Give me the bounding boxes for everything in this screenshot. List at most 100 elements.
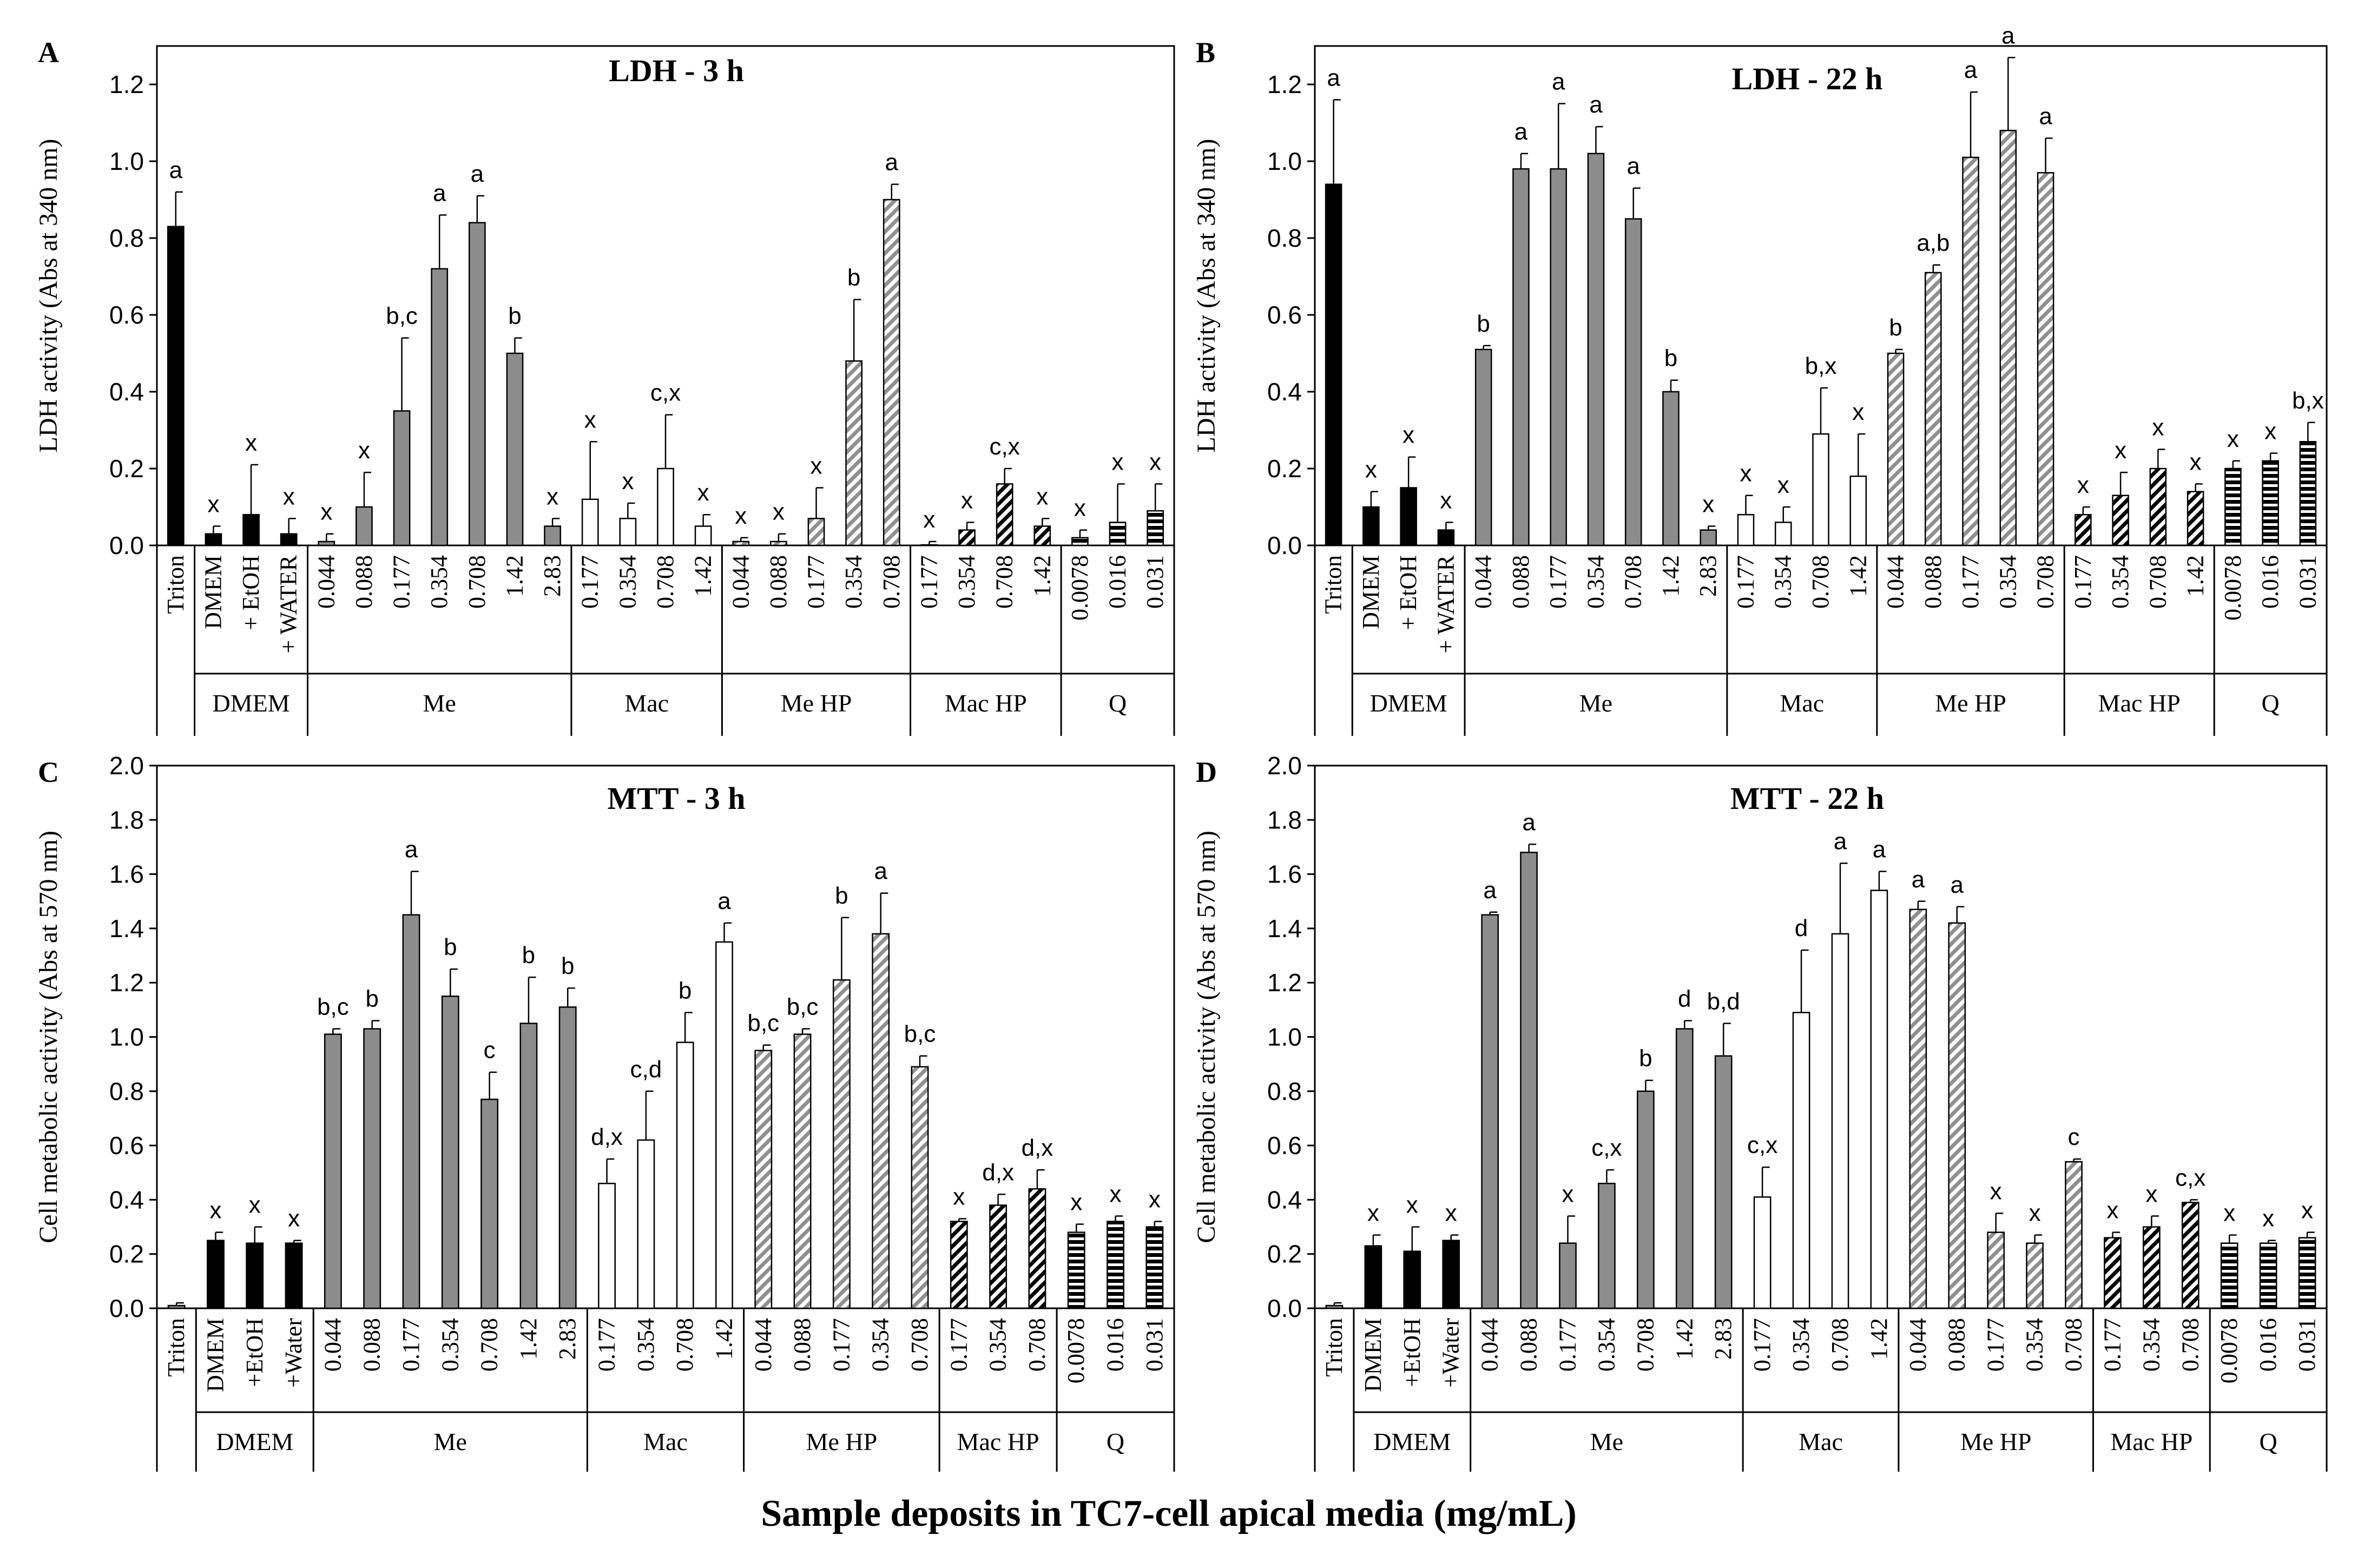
bar — [1636, 1090, 1655, 1309]
bar — [1587, 153, 1605, 546]
bar — [1559, 1242, 1577, 1309]
bar — [280, 533, 298, 546]
category-table: DMEM Me Mac Me HP Mac HP Q — [156, 545, 1175, 736]
category-label: 0.016 — [1104, 555, 1131, 609]
category-label: 1.42 — [515, 1318, 542, 1360]
bar — [1909, 908, 1927, 1309]
significance-label: x — [2145, 1181, 2157, 1207]
y-tick-label: 0.8 — [1267, 1077, 1302, 1105]
bar — [2075, 513, 2092, 546]
category-label: 0.044 — [727, 555, 754, 609]
bar — [1812, 433, 1829, 546]
bar — [694, 525, 712, 546]
bar — [1792, 1012, 1810, 1309]
category-label: 0.354 — [437, 1318, 463, 1372]
bar — [285, 1242, 303, 1309]
bar — [1145, 1226, 1164, 1309]
y-tick-label: 1.8 — [109, 806, 144, 834]
y-axis-title: LDH activity (Abs at 340 nm) — [1192, 139, 1221, 453]
significance-label: b,c — [386, 303, 418, 330]
group-label: Me — [434, 1428, 467, 1455]
y-tick-label: 0.2 — [1267, 454, 1302, 483]
category-label: 0.354 — [1770, 555, 1796, 609]
bar — [1400, 487, 1417, 546]
significance-label: x — [811, 453, 822, 479]
category-label: 0.708 — [1807, 555, 1834, 609]
plot-frame — [1314, 765, 2328, 1309]
category-label: 0.031 — [1141, 1318, 1168, 1372]
bar — [1624, 218, 1642, 546]
significance-label: x — [2106, 1197, 2118, 1224]
bar — [1325, 183, 1342, 546]
bar — [431, 268, 449, 546]
y-tick-label: 0.6 — [109, 301, 144, 329]
bar — [581, 498, 599, 546]
significance-label: a — [471, 161, 484, 187]
significance-label: c — [2068, 1124, 2080, 1150]
category-label: + WATER — [275, 555, 302, 653]
category-label: + EtOH — [1395, 555, 1421, 630]
category-label: 0.0078 — [1066, 555, 1093, 621]
bar — [167, 1305, 186, 1309]
group-label: Mac HP — [2098, 689, 2181, 717]
category-label: 1.42 — [1029, 555, 1055, 597]
significance-label: x — [2190, 449, 2202, 475]
category-label: 0.708 — [878, 555, 905, 609]
significance-label: a — [1483, 877, 1497, 904]
y-axis-title: Cell metabolic activity (Abs at 570 nm) — [1192, 831, 1221, 1243]
significance-label: x — [773, 499, 785, 525]
significance-label: a — [1522, 809, 1536, 835]
category-label: 2.83 — [1695, 555, 1721, 597]
category-table: DMEM Me Mac Me HP Mac HP Q — [1314, 1308, 2328, 1472]
significance-label: x — [2115, 437, 2126, 464]
group-label: Me HP — [806, 1428, 878, 1455]
significance-label: x — [1777, 472, 1789, 498]
bar — [832, 979, 851, 1309]
bar — [793, 1033, 812, 1309]
figure-x-axis-label: Sample deposits in TC7-cell apical media… — [761, 1493, 1577, 1534]
significance-label: c,x — [1747, 1132, 1777, 1158]
bar — [637, 1139, 655, 1309]
bar — [167, 226, 185, 546]
group-label: Me — [1579, 689, 1612, 717]
category-label: 0.708 — [2032, 555, 2059, 609]
bar — [732, 541, 750, 546]
group-label: Mac HP — [2110, 1428, 2192, 1455]
category-label: 0.088 — [789, 1318, 815, 1372]
category-label: 0.708 — [1620, 555, 1647, 609]
bar — [1887, 352, 1905, 546]
significance-label: x — [320, 499, 332, 525]
category-label: + WATER — [1432, 555, 1459, 653]
bar — [1028, 1188, 1046, 1309]
significance-label: x — [953, 1184, 965, 1210]
significance-label: c,x — [2175, 1164, 2205, 1191]
significance-label: x — [1440, 487, 1452, 513]
category-label: 0.708 — [1827, 1318, 1853, 1372]
y-tick-label: 1.0 — [1267, 1023, 1302, 1051]
group-label: Me HP — [1935, 689, 2006, 717]
panel-letter: C — [38, 756, 59, 788]
significance-label: b,x — [1805, 353, 1837, 379]
bar — [845, 360, 863, 546]
category-label: 0.708 — [2177, 1318, 2203, 1372]
significance-label: x — [546, 483, 558, 510]
bar — [950, 1221, 968, 1309]
y-tick-label: 2.0 — [1267, 752, 1302, 780]
significance-label: x — [1036, 483, 1048, 510]
category-table: DMEM Me Mac Me HP Mac HP Q — [1314, 545, 2328, 736]
category-label: Triton — [162, 555, 189, 614]
bar — [1774, 522, 1792, 546]
group-label: Me HP — [1960, 1428, 2032, 1455]
significance-label: b — [1889, 314, 1902, 341]
category-label: 0.708 — [906, 1318, 933, 1372]
significance-label: a — [874, 858, 887, 885]
category-label: 0.354 — [840, 555, 867, 609]
group-label: DMEM — [216, 1428, 293, 1455]
category-label: 1.42 — [1866, 1318, 1892, 1360]
significance-label: x — [2029, 1200, 2041, 1227]
significance-label: a — [1514, 118, 1528, 145]
significance-label: x — [1365, 457, 1377, 483]
significance-label: x — [697, 479, 709, 506]
category-label: 0.354 — [614, 555, 641, 609]
